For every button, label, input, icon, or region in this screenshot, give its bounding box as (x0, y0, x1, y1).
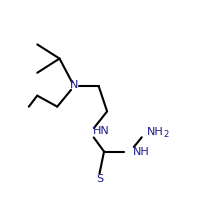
Text: NH: NH (132, 147, 149, 157)
Text: 2: 2 (163, 130, 168, 139)
Text: HN: HN (92, 126, 109, 136)
Text: NH: NH (147, 127, 164, 137)
Text: N: N (70, 79, 78, 90)
Text: S: S (96, 174, 103, 184)
